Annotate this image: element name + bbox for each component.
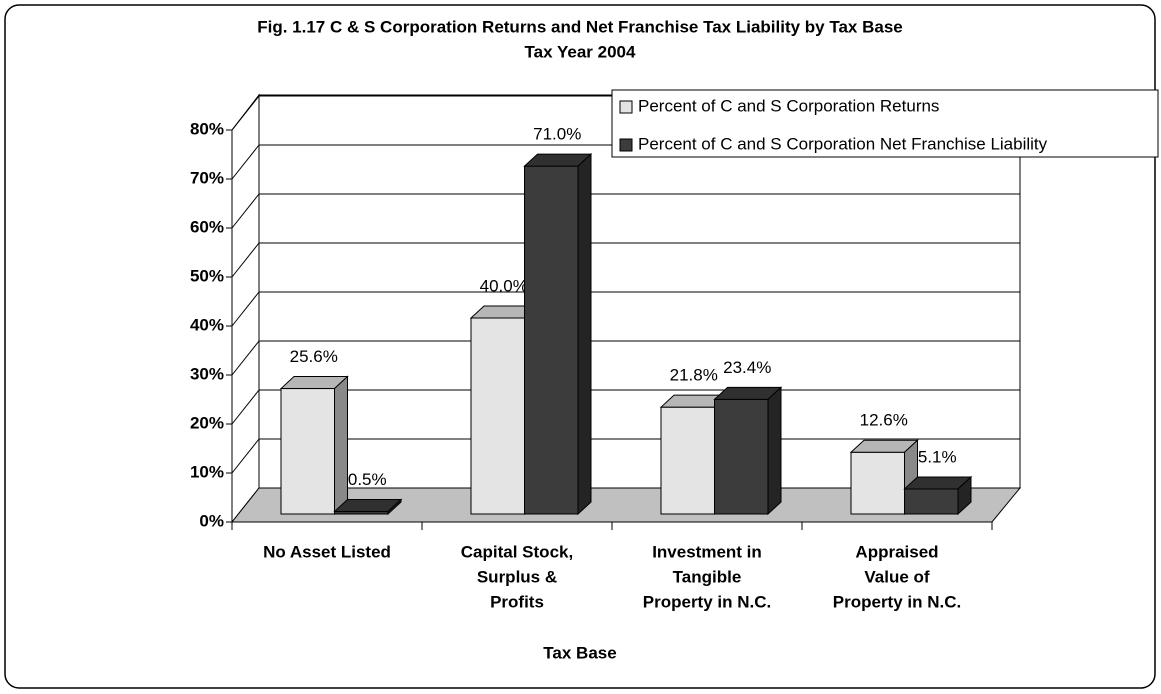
value-label: 23.4% — [723, 358, 771, 377]
legend-swatch — [619, 100, 633, 114]
y-tick-label: 40% — [190, 315, 224, 334]
bar — [523, 152, 593, 516]
value-label: 12.6% — [860, 411, 908, 430]
bar-front — [660, 406, 715, 515]
grid-line — [231, 438, 260, 474]
bar — [849, 439, 919, 516]
chart-title: Fig. 1.17 C & S Corporation Returns and … — [257, 17, 903, 36]
bar-side — [577, 152, 592, 516]
x-tick-label: Property in N.C. — [643, 592, 771, 611]
bar-front — [714, 398, 769, 515]
bar-side — [767, 386, 782, 516]
y-tick-label: 10% — [190, 462, 224, 481]
grid-line — [231, 95, 260, 131]
legend-swatch — [619, 138, 633, 152]
bar — [903, 475, 973, 516]
value-label: 25.6% — [290, 347, 338, 366]
y-tick-label: 80% — [190, 119, 224, 138]
y-tick-label: 60% — [190, 217, 224, 236]
x-tick-label: Surplus & — [477, 567, 557, 586]
x-tick-label: Profits — [490, 592, 544, 611]
grid-line — [231, 291, 260, 327]
value-label: 5.1% — [918, 447, 957, 466]
x-tick-label: Capital Stock, — [461, 542, 573, 561]
value-label: 21.8% — [670, 366, 718, 385]
bar-side — [334, 375, 348, 516]
y-tick-label: 0% — [199, 511, 224, 530]
bar-side — [957, 475, 972, 516]
bar — [713, 386, 783, 516]
x-axis-label: Tax Base — [543, 643, 616, 662]
legend-label: Percent of C and S Corporation Net Franc… — [638, 134, 1048, 153]
bar-front — [280, 388, 335, 515]
y-tick-label: 30% — [190, 364, 224, 383]
x-tick-label: Value of — [864, 567, 930, 586]
bar-front — [470, 317, 525, 515]
legend — [611, 89, 1159, 158]
x-tick-label: No Asset Listed — [263, 542, 391, 561]
chart-subtitle: Tax Year 2004 — [525, 42, 636, 61]
x-tick-label: Appraised — [855, 542, 938, 561]
value-label: 40.0% — [480, 276, 528, 295]
x-tick-label: Tangible — [673, 567, 742, 586]
y-tick-label: 20% — [190, 413, 224, 432]
legend-label: Percent of C and S Corporation Returns — [638, 96, 939, 115]
bar — [333, 498, 403, 516]
bar-side — [387, 498, 402, 516]
grid-line — [231, 340, 260, 376]
grid-line — [231, 144, 260, 180]
y-tick-label: 70% — [190, 168, 224, 187]
y-tick-label: 50% — [190, 266, 224, 285]
value-label: 0.5% — [348, 470, 387, 489]
x-tick-label: Investment in — [652, 542, 762, 561]
grid-line — [231, 193, 260, 229]
grid-line — [231, 389, 260, 425]
bar-front — [524, 165, 579, 515]
bar — [279, 375, 349, 516]
value-label: 71.0% — [533, 125, 581, 144]
x-tick-label: Property in N.C. — [833, 592, 961, 611]
bar-front — [904, 488, 959, 515]
grid-line — [231, 242, 260, 278]
bar-front — [850, 451, 905, 515]
